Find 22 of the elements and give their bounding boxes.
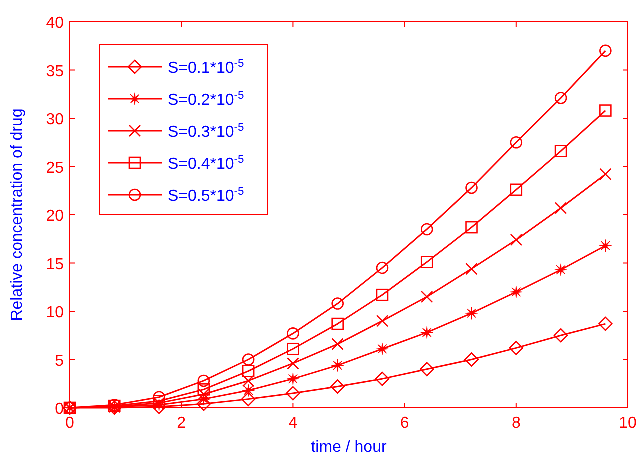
y-tick-label: 0: [55, 401, 64, 418]
legend-label: S=0.5*10$^{-5}$: [168, 186, 244, 205]
y-tick-label: 40: [46, 15, 64, 32]
y-axis-title: Relative concentration of drug: [9, 108, 26, 322]
y-tick-label: 5: [55, 352, 64, 370]
y-tick-label: 20: [46, 208, 64, 225]
x-tick-label: 6: [400, 415, 410, 432]
y-tick-label: 30: [46, 112, 64, 128]
x-tick-label: 10: [619, 415, 637, 432]
legend-label: S=0.1*10$^{-5}$: [168, 58, 244, 77]
x-tick-label: 4: [288, 415, 298, 432]
x-tick-label: 8: [512, 415, 521, 432]
legend-label: S=0.4*10$^{-5}$: [168, 154, 244, 173]
x-tick-label: 0: [66, 415, 75, 432]
legend-label: S=0.2*10$^{-5}$: [168, 90, 244, 109]
y-tick-label: 35: [46, 63, 64, 80]
legend-label: S=0.3*10$^{-5}$: [168, 122, 244, 141]
x-axis-title: time / hour: [311, 439, 388, 456]
x-tick-label: 2: [177, 415, 186, 432]
y-tick-label: 10: [46, 304, 64, 322]
y-tick-label: 15: [46, 256, 64, 274]
y-tick-label: 25: [46, 160, 64, 177]
